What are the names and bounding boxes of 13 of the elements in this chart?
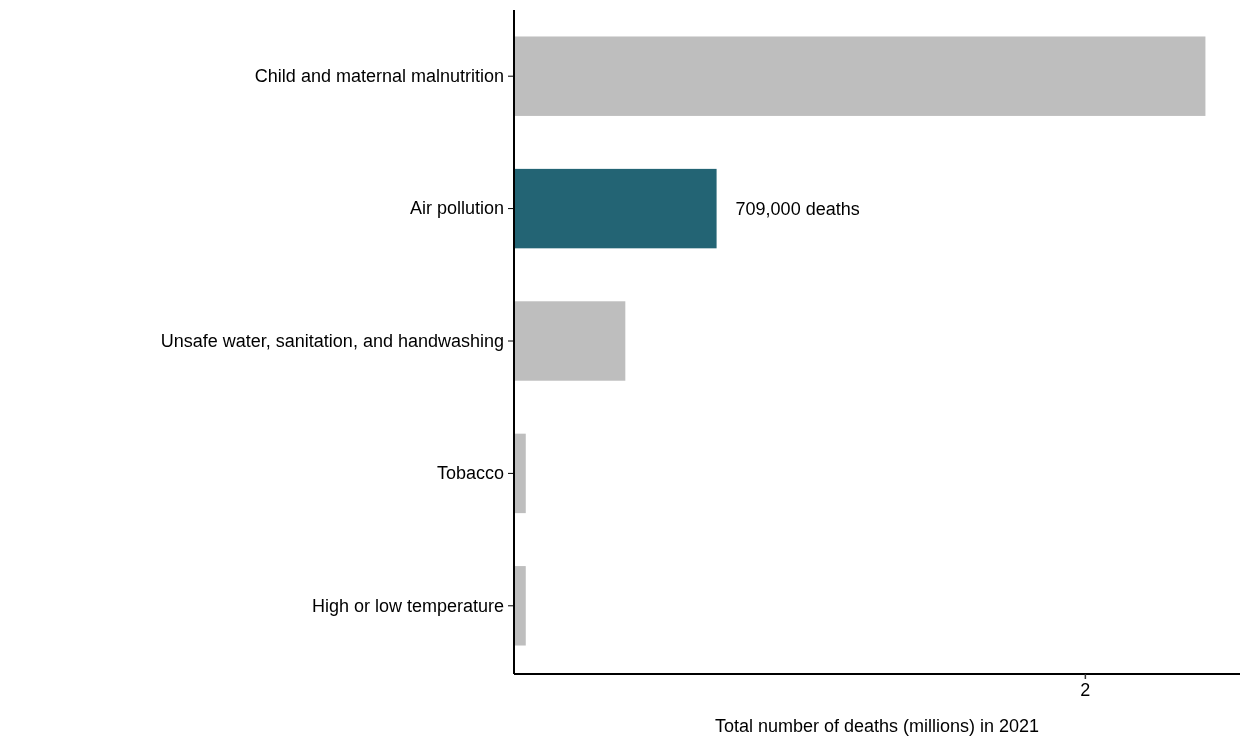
y-tick-label: High or low temperature <box>311 595 504 616</box>
bar <box>514 433 526 514</box>
annotation: 709,000 deaths <box>735 198 860 219</box>
x-axis-title: Total number of deaths (millions) in 2021 <box>714 716 1040 736</box>
bar <box>514 301 626 381</box>
y-tick-label: Tobacco <box>436 463 504 484</box>
y-tick-label: Unsafe water, sanitation, and handwashing <box>160 330 504 351</box>
text: 2 <box>1080 679 1091 700</box>
bar <box>514 36 1206 116</box>
y-tick-label: Air pollution <box>409 198 504 219</box>
y-tick-label: Child and maternal malnutrition <box>254 65 504 86</box>
bar <box>514 168 717 249</box>
bar <box>514 566 526 646</box>
